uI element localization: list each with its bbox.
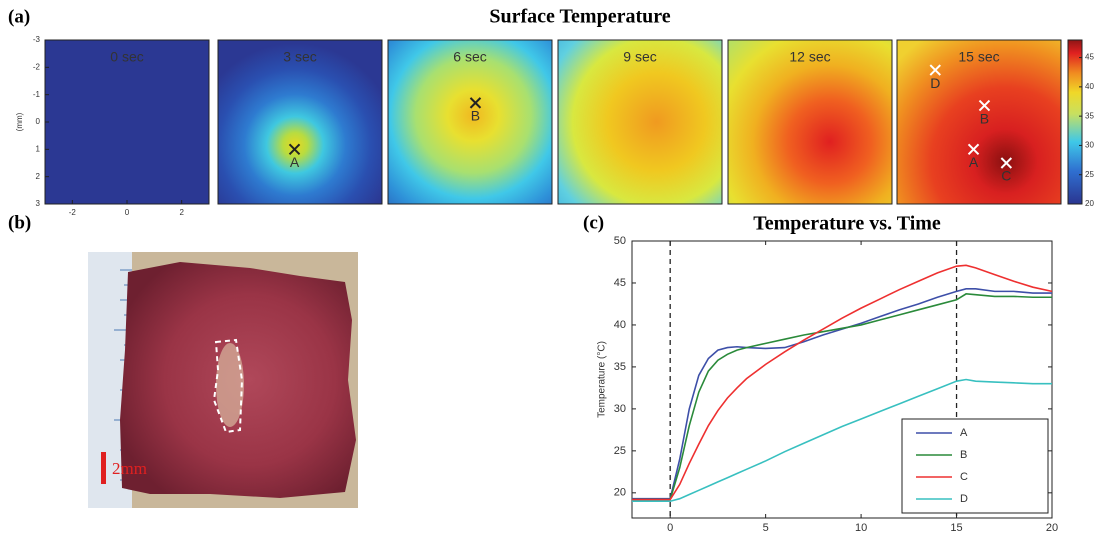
x-tick-label: 5 <box>763 522 769 534</box>
lesion <box>216 343 244 427</box>
y-tick-label: 1 <box>36 144 41 153</box>
y-tick-label: 35 <box>614 361 626 373</box>
colorbar-tick-label: 35 <box>1085 111 1094 120</box>
panel-label: (c) <box>583 212 604 233</box>
scale-bar <box>101 452 106 484</box>
point-label: A <box>969 154 979 170</box>
x-tick-label: 15 <box>950 522 962 534</box>
photo: 2mm <box>88 252 358 508</box>
scale-label: 2mm <box>112 459 147 478</box>
panel-time-label: 9 sec <box>623 49 656 65</box>
colorbar-tick-label: 30 <box>1085 141 1094 150</box>
figure: (a) (b) (c) 2mm Surface Temperature 0 sec… <box>0 0 1094 536</box>
x-tick-label: 0 <box>667 522 673 534</box>
chart-title: Surface Temperature <box>489 6 670 28</box>
panel-time-label: 3 sec <box>283 49 316 65</box>
panel-time-label: 15 sec <box>958 49 999 65</box>
y-tick-label: 40 <box>614 319 626 331</box>
colorbar-tick-label: 45 <box>1085 53 1094 62</box>
y-tick-label: 20 <box>614 487 626 499</box>
legend-label: A <box>960 427 968 439</box>
legend-label: D <box>960 493 968 505</box>
panel-label: (a) <box>8 6 30 27</box>
y-tick-label: 3 <box>36 199 41 208</box>
legend-label: C <box>960 471 968 483</box>
colorbar-tick-label: 20 <box>1085 199 1094 208</box>
point-label: D <box>930 75 940 91</box>
panel-label: (b) <box>8 212 31 233</box>
panel-time-label: 12 sec <box>789 49 830 65</box>
panel-time-label: 0 sec <box>110 49 143 65</box>
y-tick-label: 25 <box>614 445 626 457</box>
y-axis-label: (mm) <box>15 112 24 131</box>
legend-label: B <box>960 449 967 461</box>
x-tick-label: 2 <box>179 208 184 217</box>
y-tick-label: 50 <box>614 235 626 247</box>
colorbar-tick-label: 40 <box>1085 82 1094 91</box>
x-tick-label: 20 <box>1046 522 1058 534</box>
y-tick-label: 0 <box>36 117 41 126</box>
point-label: B <box>471 108 480 124</box>
y-tick-label: -2 <box>33 62 41 71</box>
y-tick-label: 30 <box>614 403 626 415</box>
panel-time-label: 6 sec <box>453 49 486 65</box>
y-tick-label: 2 <box>36 172 41 181</box>
y-tick-label: -3 <box>33 35 41 44</box>
y-tick-label: -1 <box>33 90 41 99</box>
point-label: C <box>1001 168 1011 184</box>
y-axis-label: Temperature (°C) <box>597 341 608 418</box>
x-tick-label: 0 <box>125 208 130 217</box>
point-label: B <box>980 110 989 126</box>
x-tick-label: -2 <box>69 208 77 217</box>
colorbar-tick-label: 25 <box>1085 170 1094 179</box>
colorbar <box>1068 40 1082 204</box>
chart-title: Temperature vs. Time <box>753 213 941 235</box>
x-tick-label: 10 <box>855 522 867 534</box>
y-tick-label: 45 <box>614 277 626 289</box>
point-label: A <box>290 154 300 170</box>
